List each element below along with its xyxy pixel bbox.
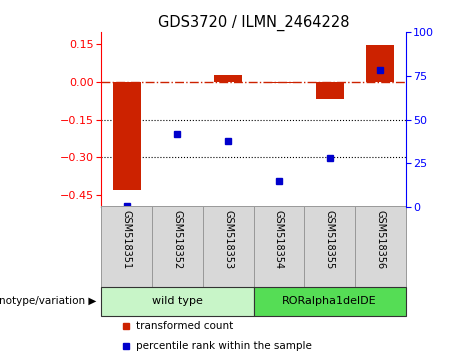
Text: GSM518356: GSM518356	[375, 211, 385, 270]
Text: percentile rank within the sample: percentile rank within the sample	[136, 341, 312, 350]
Bar	[101, 206, 152, 287]
Text: GSM518354: GSM518354	[274, 211, 284, 270]
Bar	[203, 206, 254, 287]
Text: GSM518355: GSM518355	[325, 211, 335, 270]
Bar	[152, 206, 203, 287]
Text: wild type: wild type	[152, 296, 203, 306]
Bar	[113, 82, 141, 190]
Text: GSM518353: GSM518353	[223, 211, 233, 270]
Bar	[366, 45, 394, 82]
Bar	[304, 206, 355, 287]
Bar	[214, 75, 242, 82]
Text: GSM518351: GSM518351	[122, 211, 132, 270]
Text: genotype/variation ▶: genotype/variation ▶	[0, 296, 97, 306]
Bar	[355, 206, 406, 287]
Bar	[254, 287, 406, 316]
Bar	[316, 82, 343, 99]
Text: transformed count: transformed count	[136, 321, 234, 331]
Title: GDS3720 / ILMN_2464228: GDS3720 / ILMN_2464228	[158, 14, 349, 30]
Bar	[265, 82, 293, 83]
Bar	[254, 206, 304, 287]
Text: GSM518352: GSM518352	[172, 211, 183, 270]
Bar	[101, 287, 254, 316]
Text: RORalpha1delDE: RORalpha1delDE	[282, 296, 377, 306]
